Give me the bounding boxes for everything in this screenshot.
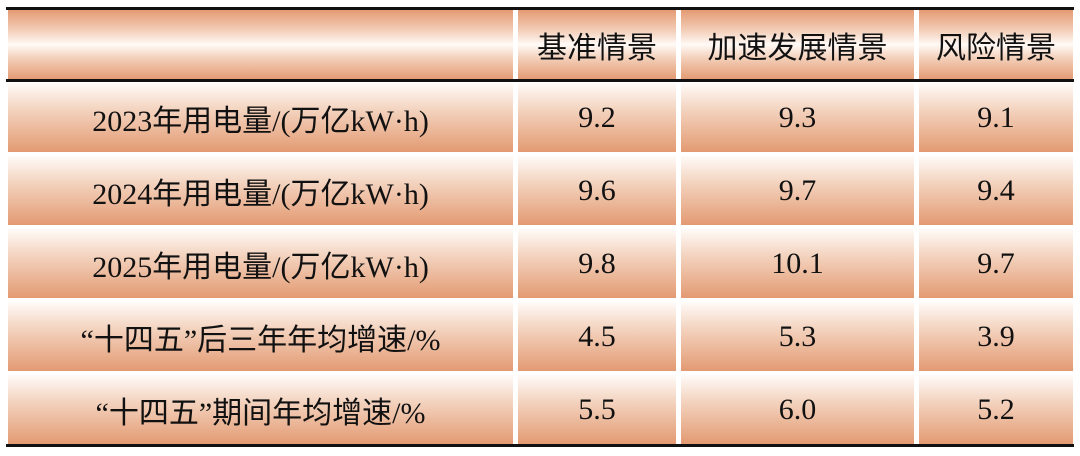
table-cell: 4.5 bbox=[518, 302, 676, 371]
table-cell: 9.4 bbox=[919, 156, 1073, 225]
header-baseline: 基准情景 bbox=[518, 10, 676, 79]
table-cell: 9.7 bbox=[681, 156, 914, 225]
table-header-rule bbox=[6, 79, 1074, 82]
row-label: 2025年用电量/(万亿kW·h) bbox=[8, 229, 513, 298]
header-empty bbox=[8, 10, 513, 79]
table-cell: 5.5 bbox=[518, 375, 676, 444]
header-accelerated: 加速发展情景 bbox=[681, 10, 914, 79]
table-cell: 3.9 bbox=[919, 302, 1073, 371]
table-cell: 9.7 bbox=[919, 229, 1073, 298]
scenario-table: 基准情景 加速发展情景 风险情景 2023年用电量/(万亿kW·h) 9.2 9… bbox=[8, 10, 1073, 444]
table-cell: 9.1 bbox=[919, 83, 1073, 152]
row-label: “十四五”期间年均增速/% bbox=[8, 375, 513, 444]
table-cell: 6.0 bbox=[681, 375, 914, 444]
table-cell: 9.6 bbox=[518, 156, 676, 225]
table-cell: 9.3 bbox=[681, 83, 914, 152]
table-cell: 5.3 bbox=[681, 302, 914, 371]
table-cell: 9.2 bbox=[518, 83, 676, 152]
table-cell: 5.2 bbox=[919, 375, 1073, 444]
header-risk: 风险情景 bbox=[919, 10, 1073, 79]
table-top-rule bbox=[6, 7, 1074, 10]
row-label: “十四五”后三年年均增速/% bbox=[8, 302, 513, 371]
table-bottom-rule bbox=[6, 444, 1074, 447]
row-label: 2024年用电量/(万亿kW·h) bbox=[8, 156, 513, 225]
row-label: 2023年用电量/(万亿kW·h) bbox=[8, 83, 513, 152]
table-cell: 10.1 bbox=[681, 229, 914, 298]
table-cell: 9.8 bbox=[518, 229, 676, 298]
